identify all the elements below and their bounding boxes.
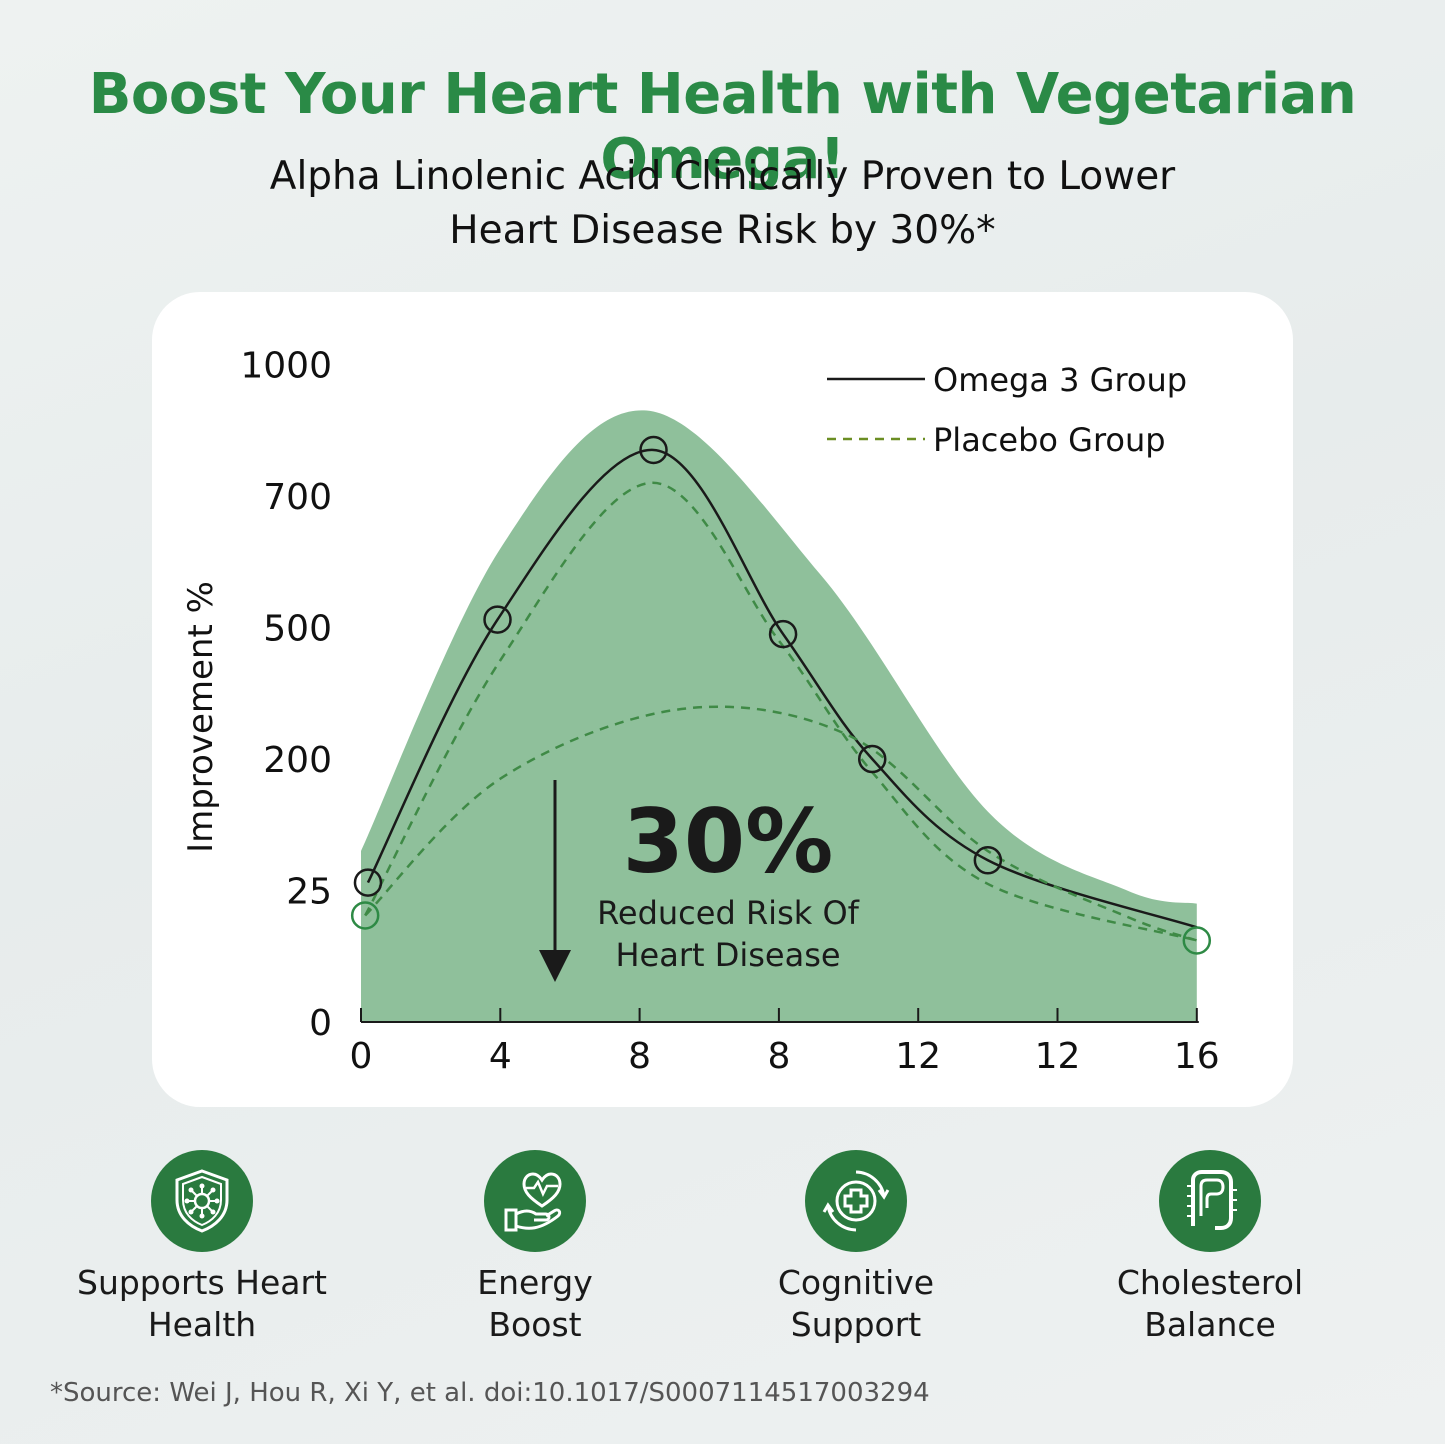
x-tick-label: 16 [1174, 1036, 1220, 1077]
y-tick-label: 25 [286, 872, 332, 913]
data-point-marker [857, 744, 887, 774]
legend-label-omega: Omega 3 Group [933, 361, 1187, 399]
x-tick-label: 12 [895, 1036, 941, 1077]
feature-label: Cognitive Support [777, 1263, 935, 1344]
feature-cholesterol-balance: Cholesterol Balance [1060, 1150, 1360, 1346]
y-tick-label: 1000 [240, 346, 332, 387]
y-tick-label: 500 [263, 609, 332, 650]
page-subtitle: Alpha Linolenic Acid Clinically Proven t… [150, 150, 1295, 258]
feature-label: Supports Heart Health [77, 1263, 327, 1344]
data-point-marker [973, 846, 1003, 875]
down-arrow-icon [539, 950, 571, 982]
y-axis-label: Improvement % [181, 581, 221, 853]
y-tick-label: 700 [263, 477, 332, 518]
annotation-percentage: 30% [623, 790, 834, 893]
source-citation: *Source: Wei J, Hou R, Xi Y, et al. doi:… [50, 1378, 930, 1408]
line-chart: 0 4 8 8 12 12 16 0 25 200 500 700 1000 Improvement % O… [181, 346, 1220, 1078]
chart-card: 0 4 8 8 12 12 16 0 25 200 500 700 1000 Improvement % O… [152, 292, 1293, 1107]
x-tick-label: 12 [1035, 1036, 1081, 1077]
subtitle-line-2: Heart Disease Risk by 30%* [449, 208, 996, 253]
data-point-marker [353, 868, 383, 897]
feature-label: Cholesterol Balance [1116, 1263, 1304, 1344]
annotation-line-1: Reduced Risk Of [597, 894, 860, 932]
data-point-marker [350, 901, 380, 930]
annotation-line-2: Heart Disease [615, 936, 840, 974]
subtitle-line-1: Alpha Linolenic Acid Clinically Proven t… [269, 154, 1176, 199]
data-point-marker [483, 605, 512, 634]
page-title: Boost Your Heart Health with Vegetarian … [88, 62, 1357, 192]
intestine-icon [1159, 1150, 1261, 1252]
y-tick-label: 0 [309, 1003, 332, 1044]
feature-energy-boost: Energy Boost [385, 1150, 685, 1346]
data-point-marker [1182, 926, 1212, 955]
feature-label: Energy Boost [477, 1263, 593, 1344]
x-tick-label: 4 [489, 1036, 512, 1077]
series-line-1 [366, 448, 1198, 929]
series-line-3 [364, 705, 1198, 942]
data-point-marker [768, 619, 798, 649]
data-point-marker [639, 435, 668, 465]
feature-cognitive-support: Cognitive Support [706, 1150, 1006, 1346]
feature-heart-health: Supports Heart Health [52, 1150, 352, 1346]
medical-cross-cycle-icon [805, 1150, 907, 1252]
series-line-2 [364, 481, 1198, 942]
x-tick-label: 0 [350, 1036, 373, 1077]
heart-hand-icon [484, 1150, 586, 1252]
feature-row: Supports Heart Health Energy Boost [0, 1150, 1445, 1360]
y-tick-label: 200 [263, 740, 332, 781]
x-tick-label: 8 [628, 1036, 651, 1077]
legend-label-placebo: Placebo Group [933, 421, 1166, 459]
chart-area-fill [361, 410, 1197, 1022]
x-tick-label: 8 [767, 1036, 790, 1077]
shield-virus-icon [151, 1150, 253, 1252]
